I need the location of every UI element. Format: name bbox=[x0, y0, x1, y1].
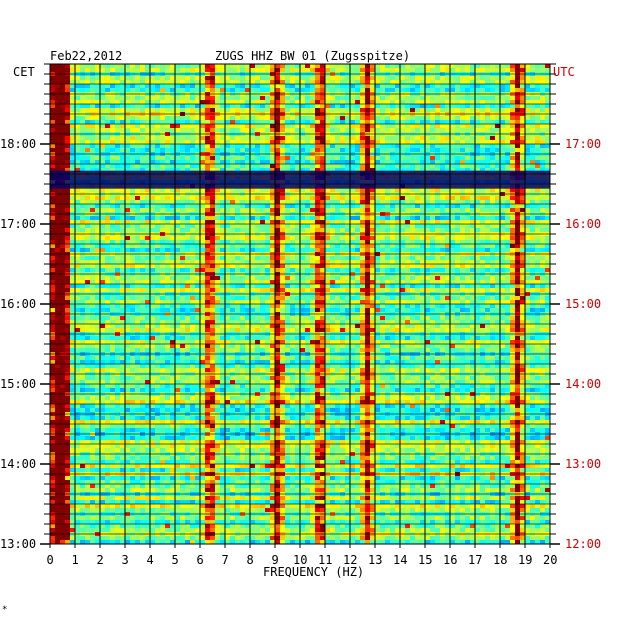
date-label: Feb22,2012 bbox=[50, 49, 123, 63]
y-tick-label-cet: 17:00 bbox=[0, 217, 37, 231]
y-tick-label-cet: 14:00 bbox=[0, 457, 37, 471]
x-tick-label: 13 bbox=[368, 553, 383, 567]
y-tick-label-utc: 16:00 bbox=[565, 217, 602, 231]
x-tick-label: 1 bbox=[71, 553, 79, 567]
y-tick-label-utc: 15:00 bbox=[565, 297, 602, 311]
x-tick-label: 8 bbox=[246, 553, 254, 567]
x-tick-label: 4 bbox=[146, 553, 154, 567]
x-tick-label: 14 bbox=[393, 553, 408, 567]
x-tick-label: 12 bbox=[343, 553, 358, 567]
x-tick-label: 16 bbox=[443, 553, 458, 567]
y-tick-label-cet: 13:00 bbox=[0, 537, 37, 551]
x-tick-label: 3 bbox=[121, 553, 129, 567]
y-tick-label-utc: 14:00 bbox=[565, 377, 602, 391]
x-tick-label: 20 bbox=[543, 553, 558, 567]
left-timezone-label: CET bbox=[13, 65, 35, 79]
chart-title: ZUGS HHZ BW 01 (Zugsspitze) bbox=[215, 49, 411, 63]
footer-mark: * bbox=[2, 605, 8, 615]
x-axis-label: FREQUENCY (HZ) bbox=[263, 565, 365, 579]
x-tick-label: 7 bbox=[221, 553, 229, 567]
y-tick-label-cet: 15:00 bbox=[0, 377, 37, 391]
x-tick-label: 15 bbox=[418, 553, 433, 567]
y-tick-label-utc: 12:00 bbox=[565, 537, 602, 551]
x-tick-label: 19 bbox=[518, 553, 533, 567]
x-tick-label: 17 bbox=[468, 553, 483, 567]
x-tick-label: 6 bbox=[196, 553, 204, 567]
x-tick-label: 10 bbox=[293, 553, 308, 567]
x-tick-label: 9 bbox=[271, 553, 279, 567]
x-tick-label: 2 bbox=[96, 553, 104, 567]
x-tick-label: 0 bbox=[46, 553, 54, 567]
x-tick-label: 11 bbox=[318, 553, 333, 567]
plot-frame bbox=[49, 63, 551, 545]
y-tick-label-utc: 13:00 bbox=[565, 457, 602, 471]
right-timezone-label: UTC bbox=[553, 65, 575, 79]
x-tick-label: 18 bbox=[493, 553, 508, 567]
y-tick-label-cet: 16:00 bbox=[0, 297, 37, 311]
spectrogram-cells bbox=[50, 64, 550, 544]
y-tick-label-cet: 18:00 bbox=[0, 137, 37, 151]
y-tick-label-utc: 17:00 bbox=[565, 137, 602, 151]
x-tick-label: 5 bbox=[171, 553, 179, 567]
